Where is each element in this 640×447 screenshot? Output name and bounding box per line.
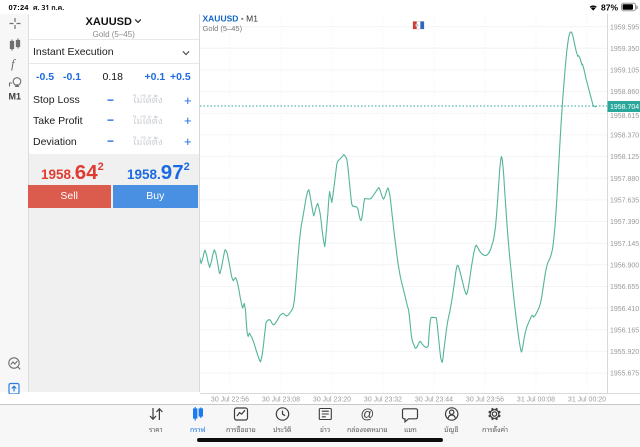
svg-text:M1: M1	[9, 92, 22, 102]
svg-text:1959.105: 1959.105	[610, 68, 639, 75]
svg-text:30 Jul 22:56: 30 Jul 22:56	[211, 397, 249, 404]
svg-text:30 Jul 23:08: 30 Jul 23:08	[262, 397, 300, 404]
svg-text:1958.704: 1958.704	[610, 104, 639, 111]
svg-text:1957.390: 1957.390	[610, 219, 639, 226]
svg-text:1956.655: 1956.655	[610, 284, 639, 291]
svg-text:1958.370: 1958.370	[610, 133, 639, 140]
svg-text:1958.615: 1958.615	[610, 113, 639, 120]
svg-text:30 Jul 23:56: 30 Jul 23:56	[466, 397, 504, 404]
svg-text:1959.350: 1959.350	[610, 46, 639, 53]
svg-text:XAUUSD • M1: XAUUSD • M1	[203, 14, 259, 24]
svg-text:1959.595: 1959.595	[610, 24, 639, 31]
svg-text:1956.165: 1956.165	[610, 327, 639, 334]
svg-text:30 Jul 23:44: 30 Jul 23:44	[415, 397, 453, 404]
svg-text:1957.880: 1957.880	[610, 176, 639, 183]
svg-text:Gold (5–45): Gold (5–45)	[203, 24, 243, 33]
svg-text:1956.900: 1956.900	[610, 262, 639, 269]
svg-text:@: @	[361, 407, 375, 422]
svg-text:1955.675: 1955.675	[610, 371, 639, 378]
svg-text:1958.860: 1958.860	[610, 89, 639, 96]
svg-text:1958.125: 1958.125	[610, 154, 639, 161]
svg-text:1957.635: 1957.635	[610, 198, 639, 205]
svg-text:30 Jul 23:20: 30 Jul 23:20	[313, 397, 351, 404]
svg-text:31 Jul 00:20: 31 Jul 00:20	[568, 397, 606, 404]
svg-text:30 Jul 23:32: 30 Jul 23:32	[364, 397, 402, 404]
svg-text:1957.145: 1957.145	[610, 241, 639, 248]
svg-text:1955.920: 1955.920	[610, 349, 639, 356]
svg-text:1956.410: 1956.410	[610, 306, 639, 313]
svg-text:31 Jul 00:08: 31 Jul 00:08	[517, 397, 555, 404]
svg-text:f: f	[11, 56, 17, 71]
svg-text:87%: 87%	[601, 3, 618, 13]
